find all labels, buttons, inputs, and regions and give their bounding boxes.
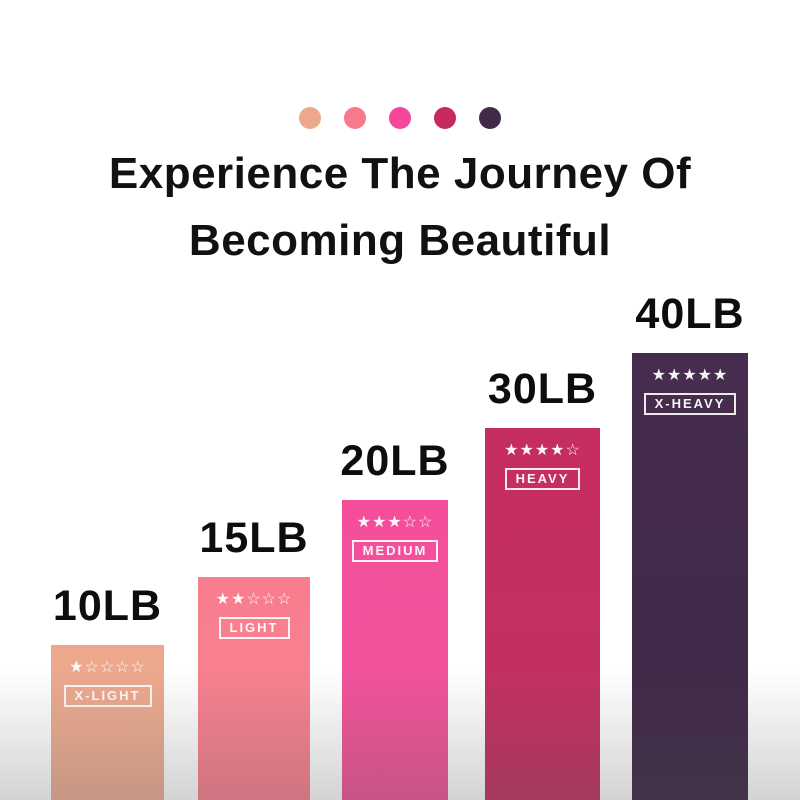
level-badge: HEAVY <box>504 468 581 490</box>
palette-dot-x-heavy <box>479 107 501 129</box>
level-badge-label: LIGHT <box>229 620 279 635</box>
star-rating-icon: ★☆☆☆☆ <box>69 659 146 676</box>
level-badge-label: HEAVY <box>515 471 570 486</box>
level-badge: MEDIUM <box>351 540 439 562</box>
star-rating-icon: ★★☆☆☆ <box>215 591 293 608</box>
palette-dot-heavy <box>434 107 456 129</box>
bar-light: 15LB ★★☆☆☆ LIGHT <box>198 514 310 800</box>
level-badge-label: MEDIUM <box>362 543 428 558</box>
star-rating-icon: ★★★☆☆ <box>356 514 434 531</box>
weight-label-20lb: 20LB <box>340 437 450 485</box>
palette-dots <box>0 107 800 129</box>
bar-x-light: 10LB ★☆☆☆☆ X-LIGHT <box>51 582 164 800</box>
weight-label-30lb: 30LB <box>487 365 598 413</box>
palette-dot-light <box>344 107 366 129</box>
star-rating-icon: ★★★★☆ <box>504 442 581 459</box>
star-rating-icon: ★★★★★ <box>651 367 729 384</box>
bar-medium: 20LB ★★★☆☆ MEDIUM <box>340 437 449 800</box>
title-line-2: Becoming Beautiful <box>188 216 612 265</box>
weight-label-10lb: 10LB <box>52 582 163 630</box>
bar-x-heavy: 40LB ★★★★★ X-HEAVY <box>632 290 748 800</box>
level-badge-label: X-HEAVY <box>654 396 726 411</box>
palette-dot-medium <box>389 107 411 129</box>
level-badge: X-HEAVY <box>643 393 737 415</box>
weight-label-15lb: 15LB <box>199 514 309 562</box>
level-badge-label: X-LIGHT <box>74 688 141 703</box>
bar-heavy: 30LB ★★★★☆ HEAVY <box>485 365 600 800</box>
palette-dot-x-light <box>299 107 321 129</box>
title-line-1: Experience The Journey Of <box>108 149 692 198</box>
page-title: Experience The Journey Of Becoming Beaut… <box>0 140 800 274</box>
level-badge: LIGHT <box>218 617 290 639</box>
weight-label-40lb: 40LB <box>635 290 745 338</box>
level-badge: X-LIGHT <box>63 685 152 707</box>
